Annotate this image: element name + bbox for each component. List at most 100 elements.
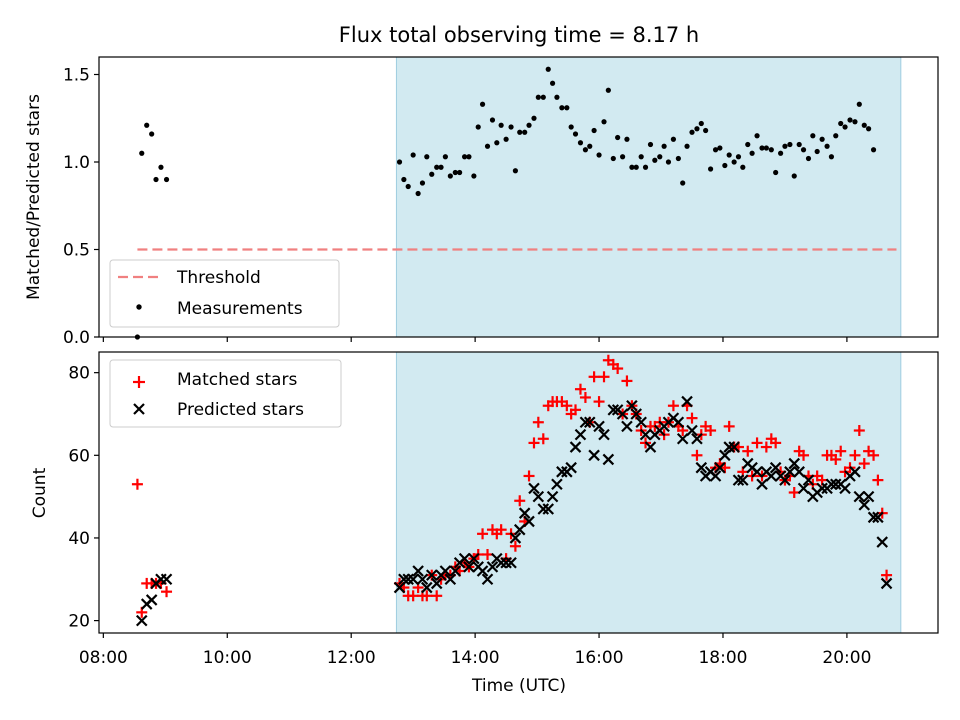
- measurement-point: [620, 154, 626, 160]
- measurement-point: [475, 124, 481, 130]
- measurement-point: [763, 145, 769, 151]
- measurement-point: [778, 150, 784, 156]
- measurement-point: [745, 141, 751, 148]
- matched-star-point: [509, 540, 521, 552]
- matched-star-point: [830, 453, 842, 465]
- predicted-star-point: [829, 478, 842, 491]
- predicted-star-point: [500, 556, 512, 569]
- ratio-x-ticks: [102, 337, 848, 342]
- measurement-point: [833, 133, 839, 139]
- measurement-point: [633, 164, 639, 170]
- predicted-star-point: [135, 614, 148, 627]
- matched-star-point: [161, 586, 173, 598]
- predicted-star-point: [728, 441, 740, 453]
- legend-predicted-swatch: [133, 403, 145, 415]
- measurement-point: [484, 143, 491, 149]
- measurement-point: [452, 169, 458, 176]
- matched-star-point: [853, 425, 865, 437]
- matched-star-point: [612, 363, 624, 375]
- predicted-star-point: [607, 404, 620, 416]
- predicted-star-point: [635, 416, 647, 429]
- matched-star-point: [691, 449, 703, 461]
- matched-star-point: [849, 449, 861, 461]
- measurement-point: [661, 143, 667, 149]
- measurement-point: [657, 154, 663, 160]
- matched-star-point: [561, 400, 573, 412]
- measurement-point: [828, 154, 835, 160]
- measurement-point: [522, 129, 528, 135]
- predicted-star-point: [644, 441, 657, 453]
- measurement-point: [791, 173, 797, 179]
- predicted-star-point: [486, 561, 499, 573]
- predicted-star-point: [463, 561, 475, 573]
- measurement-point: [479, 101, 486, 107]
- predicted-star-point: [481, 573, 494, 586]
- predicted-star-point: [784, 466, 796, 478]
- measurement-point: [401, 176, 407, 183]
- ratio-legend: Threshold Measurements: [109, 259, 340, 328]
- predicted-star-point: [402, 573, 414, 586]
- count-xtick-label: 12:00: [327, 648, 376, 668]
- predicted-star-point: [569, 441, 582, 453]
- predicted-star-point: [825, 478, 838, 491]
- measurement-point: [471, 173, 477, 179]
- measurement-point: [675, 155, 681, 162]
- count-ytick-label: 80: [68, 364, 90, 384]
- measurement-point: [814, 148, 820, 155]
- predicted-star-point: [425, 569, 438, 581]
- predicted-star-point: [626, 399, 638, 412]
- predicted-star-point: [672, 416, 685, 429]
- measurement-point: [564, 105, 570, 111]
- measurement-point: [158, 164, 164, 170]
- measurement-point: [596, 152, 602, 158]
- measurement-point: [847, 117, 853, 123]
- measurement-point: [568, 124, 574, 130]
- matched-star-point: [760, 441, 772, 453]
- chart-title: Flux total observing time = 8.17 h: [339, 23, 699, 47]
- measurement-point: [703, 127, 709, 134]
- matched-star-point: [593, 396, 605, 408]
- matched-star-point: [407, 590, 419, 602]
- predicted-star-point: [765, 470, 778, 482]
- predicted-star-point: [709, 470, 722, 482]
- matched-star-point: [723, 420, 735, 432]
- count-panel: 20 40 60 80 08:00 10:00 12:00 14:00 16:00 18:00 2…: [30, 351, 939, 696]
- predicted-star-point: [513, 523, 526, 536]
- predicted-star-point: [537, 503, 550, 515]
- measurement-point: [503, 136, 509, 142]
- predicted-star-point: [616, 408, 629, 420]
- predicted-star-point: [719, 449, 731, 462]
- measurement-point: [545, 66, 551, 72]
- predicted-star-point: [518, 507, 531, 519]
- measurement-point: [870, 147, 877, 153]
- measurement-point: [572, 131, 579, 137]
- ratio-y-axis-title: Matched/Predicted stars: [24, 94, 44, 300]
- predicted-star-point: [621, 420, 633, 433]
- predicted-star-point: [872, 511, 884, 524]
- predicted-star-point: [737, 474, 749, 486]
- predicted-star-point: [849, 466, 861, 478]
- matched-star-point: [872, 474, 884, 486]
- measurement-point: [466, 154, 472, 160]
- matched-star-point: [131, 478, 143, 490]
- matched-star-point: [881, 569, 893, 581]
- matched-star-point: [598, 371, 610, 383]
- count-xtick-label: 18:00: [698, 648, 747, 668]
- measurement-point: [526, 122, 532, 128]
- measurement-point: [601, 119, 607, 125]
- matched-star-point: [528, 437, 540, 449]
- measurement-point: [582, 147, 589, 153]
- measurement-point: [698, 120, 704, 127]
- predicted-star-point: [458, 552, 471, 565]
- matched-star-point: [705, 425, 717, 437]
- ratio-ytick-label: 0.5: [63, 241, 90, 261]
- predicted-star-point: [880, 577, 893, 590]
- matched-star-point: [770, 437, 782, 449]
- ratio-ytick-label: 1.0: [63, 153, 90, 173]
- predicted-star-point: [723, 441, 735, 453]
- measurement-point: [554, 94, 560, 100]
- predicted-star-point: [542, 503, 555, 515]
- measurement-point: [498, 122, 504, 128]
- measurement-point: [670, 136, 677, 142]
- measurement-point: [517, 129, 523, 135]
